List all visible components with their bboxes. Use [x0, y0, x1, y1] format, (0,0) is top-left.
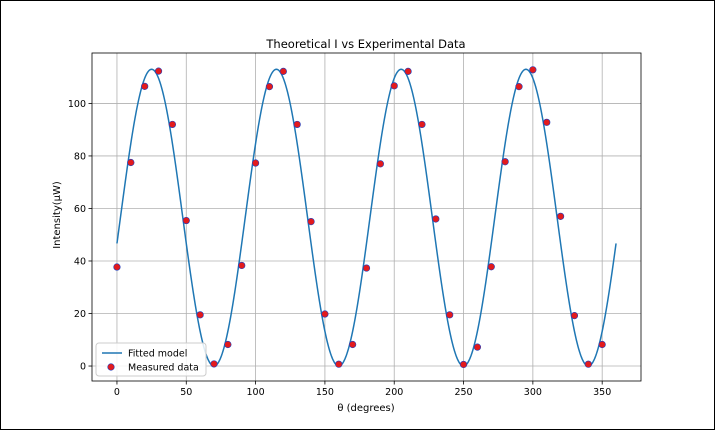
- legend: Fitted model Measured data: [95, 342, 207, 377]
- data-point: [154, 67, 163, 75]
- x-tick-label: 50: [180, 387, 192, 398]
- y-tick-label: 20: [74, 309, 86, 320]
- data-point: [515, 83, 523, 91]
- fitted-model-line: [116, 68, 617, 367]
- legend-label-fitted-model: Fitted model: [128, 349, 187, 360]
- data-point: [543, 118, 551, 126]
- data-point: [598, 340, 606, 349]
- data-point: [404, 67, 412, 75]
- measured-points: [113, 66, 606, 369]
- data-point: [321, 310, 329, 318]
- data-point: [376, 160, 384, 168]
- data-point: [349, 340, 357, 349]
- legend-box: [95, 342, 207, 377]
- data-point: [459, 360, 468, 369]
- y-tick-label: 60: [74, 204, 86, 215]
- y-tick-label: 0: [80, 362, 86, 373]
- data-point: [307, 217, 315, 226]
- data-point: [210, 360, 218, 368]
- x-tick-label: 300: [524, 387, 542, 398]
- data-point: [279, 67, 287, 75]
- data-point: [570, 312, 579, 320]
- chart-title: Theoretical I vs Experimental Data: [265, 37, 465, 51]
- y-tick-label: 80: [74, 151, 86, 162]
- y-tick-label: 40: [74, 256, 86, 267]
- data-point: [113, 263, 121, 271]
- x-tick-label: 150: [316, 387, 334, 398]
- x-axis-label: θ (degrees): [337, 403, 394, 414]
- data-point: [529, 66, 537, 74]
- data-point: [196, 311, 204, 319]
- x-tick-label: 100: [247, 387, 265, 398]
- data-point: [127, 158, 135, 167]
- legend-point-swatch: [107, 363, 115, 371]
- data-point: [224, 340, 232, 349]
- data-point: [141, 82, 149, 90]
- y-tick-label: 100: [68, 99, 86, 110]
- data-point: [446, 311, 454, 319]
- data-point: [418, 120, 426, 129]
- plot-area: [91, 52, 642, 382]
- data-point: [182, 216, 190, 225]
- data-point: [432, 215, 440, 223]
- x-tick-label: 250: [454, 387, 472, 398]
- data-point: [390, 82, 398, 90]
- data-point: [487, 263, 495, 271]
- data-point: [265, 83, 274, 91]
- data-point: [238, 261, 246, 270]
- data-point: [362, 264, 371, 272]
- data-point: [584, 360, 592, 368]
- x-tick-label: 200: [385, 387, 403, 398]
- data-point: [556, 212, 565, 220]
- data-point: [251, 159, 260, 167]
- y-axis-label: Intensity(μW): [52, 181, 63, 249]
- y-axis-ticks: 0 20 40 60 80 100: [68, 99, 92, 373]
- x-tick-label: 0: [114, 387, 120, 398]
- legend-label-measured-data: Measured data: [128, 363, 199, 374]
- data-point: [501, 158, 509, 166]
- data-point: [335, 360, 343, 368]
- x-tick-label: 350: [593, 387, 611, 398]
- x-axis-ticks: 0 50 100 150 200 250 300 350: [114, 381, 611, 398]
- data-point: [473, 343, 482, 351]
- data-point: [293, 120, 301, 129]
- data-point: [168, 120, 177, 129]
